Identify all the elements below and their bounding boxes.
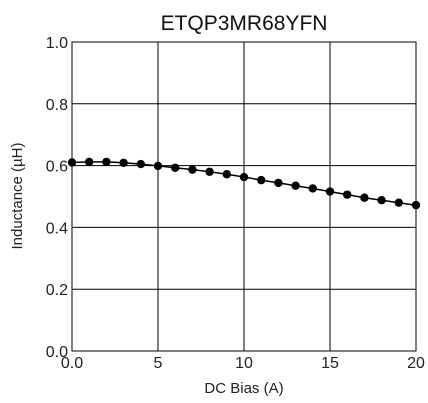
y-tick-label: 1.0 [46, 35, 68, 52]
data-point [343, 190, 352, 199]
data-point [102, 157, 111, 167]
y-tick-label: 0.2 [46, 282, 68, 299]
data-point [377, 196, 386, 205]
data-point [188, 165, 197, 174]
x-axis-label: DC Bias (A) [204, 380, 283, 397]
data-point [85, 157, 94, 167]
x-tick-label: 0.0 [61, 355, 83, 372]
chart-title: ETQP3MR68YFN [161, 12, 328, 35]
data-series [67, 157, 421, 210]
data-point [136, 159, 145, 169]
data-point [171, 163, 180, 172]
x-tick-label: 15 [321, 355, 339, 372]
x-tick-label: 20 [407, 355, 425, 372]
data-point [394, 198, 403, 207]
data-point [257, 175, 266, 185]
data-point [291, 181, 300, 190]
y-tick-label: 0.4 [46, 220, 68, 237]
y-tick-label: 0.8 [46, 97, 68, 114]
data-point [153, 161, 163, 171]
data-point [308, 184, 317, 193]
y-tick-label: 0.0 [46, 344, 68, 361]
data-point [411, 200, 421, 210]
x-tick-label: 5 [154, 355, 163, 372]
x-tick-label: 10 [235, 355, 253, 372]
data-point [325, 187, 335, 196]
data-point [360, 193, 369, 202]
data-point [119, 158, 128, 168]
y-axis-label: Inductance (µH) [9, 142, 26, 249]
data-point [67, 158, 77, 167]
plot-frame [71, 41, 417, 352]
data-point [205, 167, 214, 176]
data-point [222, 170, 231, 179]
tick-labels: 0.0 5 10 15 20 0.0 0.2 0.4 0.6 0.8 1.0 [46, 35, 425, 372]
data-point [239, 172, 249, 182]
data-point [274, 178, 283, 188]
y-tick-label: 0.6 [46, 159, 68, 176]
